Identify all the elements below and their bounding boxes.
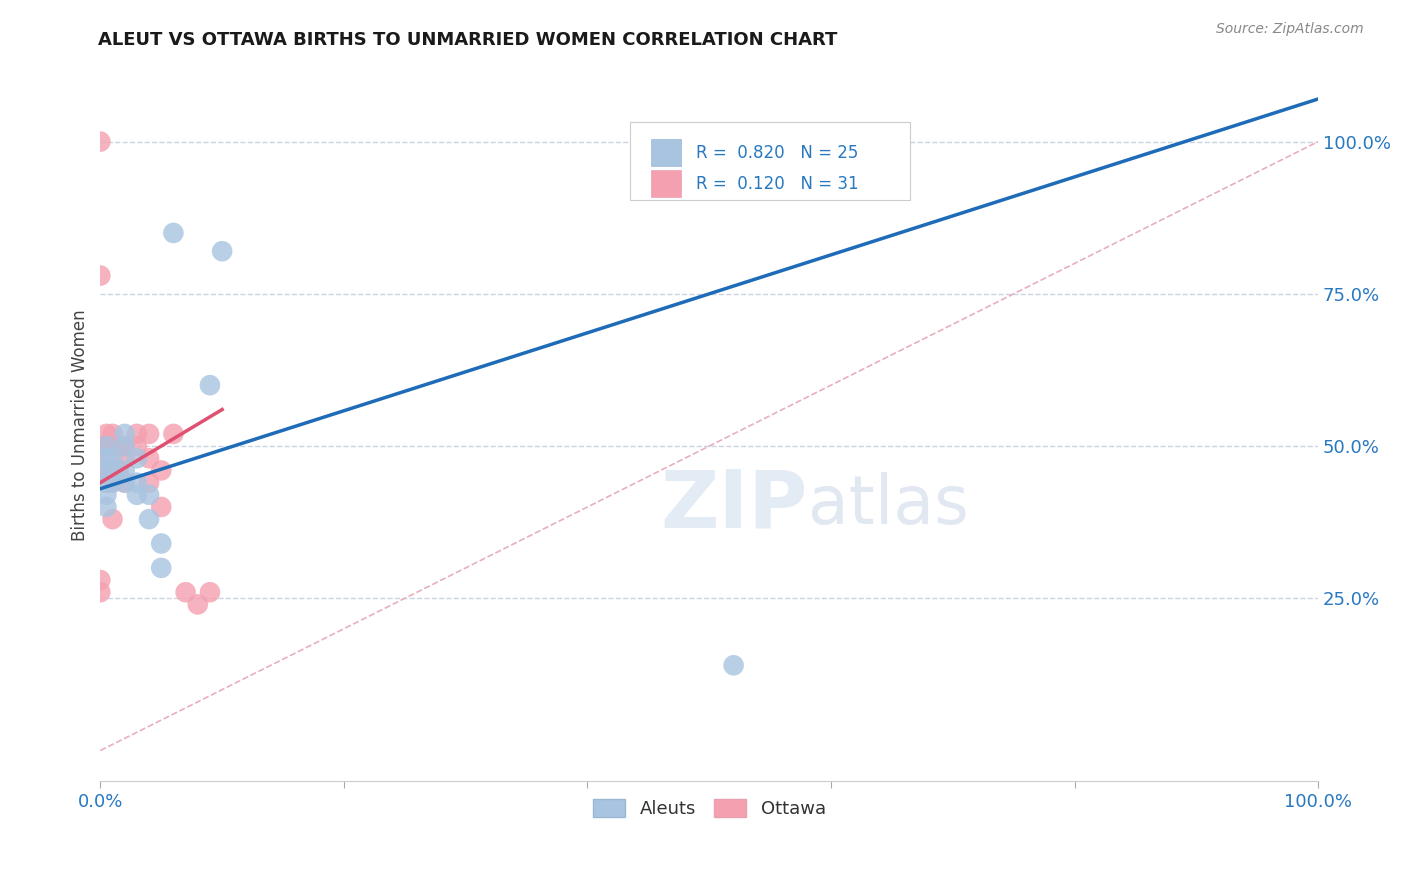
Point [150,536,173,550]
Point [89,451,111,466]
Point [211,244,233,259]
Point [150,561,173,575]
Text: R =  0.820   N = 25: R = 0.820 N = 25 [696,144,858,161]
Point [138,475,160,490]
Point [125,488,148,502]
Point [125,439,148,453]
Point [96,439,118,453]
Point [138,426,160,441]
Point [89,135,111,149]
Point [856,135,879,149]
Point [150,463,173,477]
Point [101,439,124,453]
Point [150,500,173,514]
Point [89,439,111,453]
Point [162,226,184,240]
Point [89,439,111,453]
Point [101,475,124,490]
Point [101,463,124,477]
Y-axis label: Births to Unmarried Women: Births to Unmarried Women [72,309,89,541]
Point [96,426,118,441]
Point [89,573,111,587]
Point [723,658,745,673]
Point [96,439,118,453]
Point [162,426,184,441]
Point [198,378,221,392]
Point [96,500,118,514]
Point [96,475,118,490]
Point [138,451,160,466]
Point [101,512,124,526]
Point [107,439,129,453]
FancyBboxPatch shape [651,170,682,197]
Point [101,475,124,490]
Text: ZIP: ZIP [661,467,808,544]
Point [114,463,136,477]
FancyBboxPatch shape [651,139,682,166]
Legend: Aleuts, Ottawa: Aleuts, Ottawa [585,791,834,825]
Point [96,488,118,502]
Point [101,451,124,466]
Point [96,463,118,477]
Point [114,426,136,441]
Point [114,451,136,466]
Point [125,451,148,466]
Point [125,426,148,441]
Point [107,463,129,477]
Point [174,585,197,599]
Text: R =  0.120   N = 31: R = 0.120 N = 31 [696,175,859,193]
Point [89,585,111,599]
Point [125,475,148,490]
Point [114,439,136,453]
Point [96,451,118,466]
Text: Source: ZipAtlas.com: Source: ZipAtlas.com [1216,22,1364,37]
Point [96,463,118,477]
Point [101,426,124,441]
Text: ALEUT VS OTTAWA BIRTHS TO UNMARRIED WOMEN CORRELATION CHART: ALEUT VS OTTAWA BIRTHS TO UNMARRIED WOME… [98,31,838,49]
Point [114,439,136,453]
Point [198,585,221,599]
Point [89,268,111,283]
Point [114,475,136,490]
Point [138,488,160,502]
Text: atlas: atlas [808,473,969,539]
FancyBboxPatch shape [630,122,910,201]
Point [187,598,209,612]
Point [96,475,118,490]
Point [114,475,136,490]
Point [138,512,160,526]
